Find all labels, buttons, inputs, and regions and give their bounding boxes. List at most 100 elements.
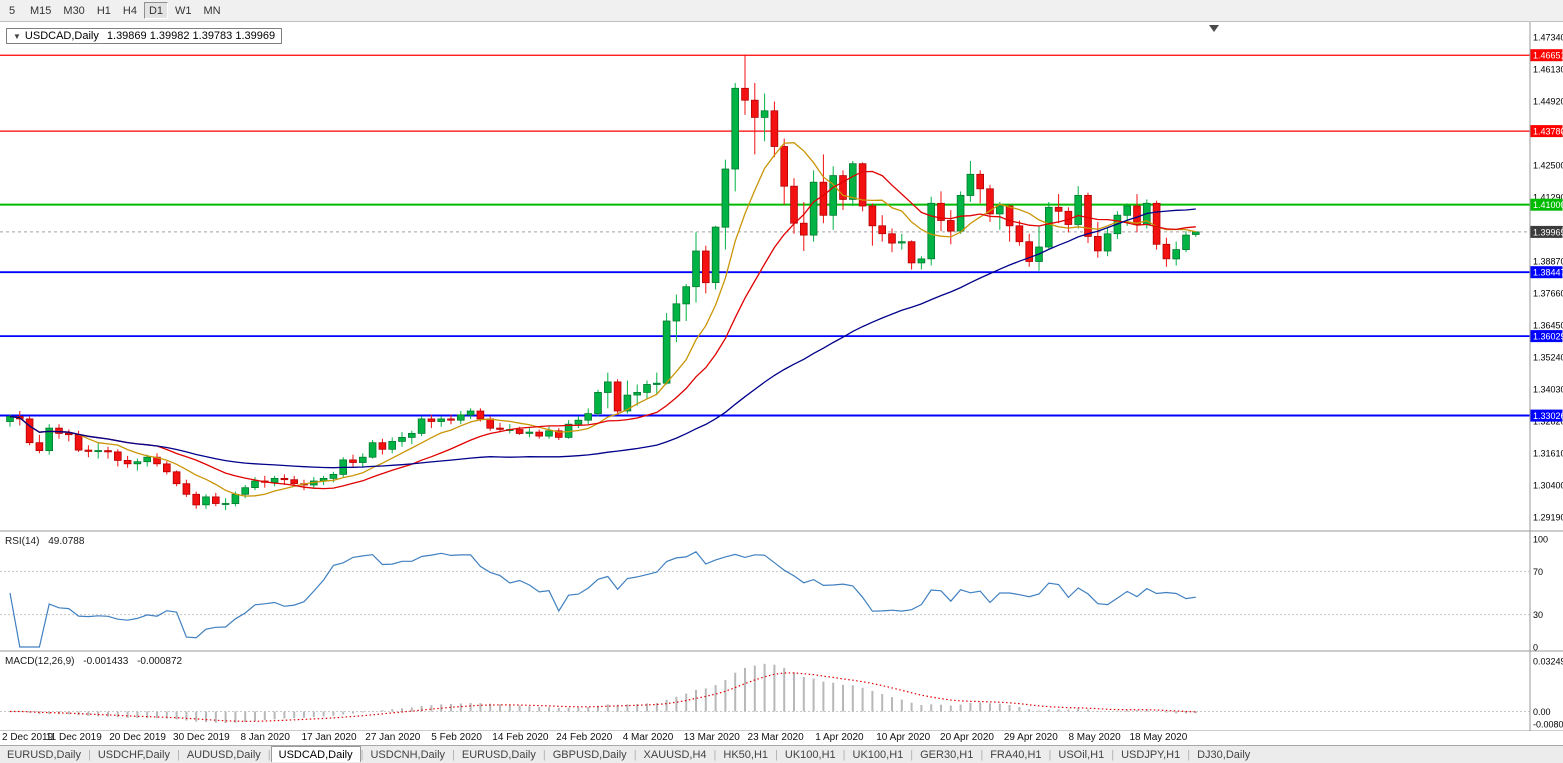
macd-main-value: -0.001433 <box>83 656 129 667</box>
svg-text:1.38870: 1.38870 <box>1533 257 1563 267</box>
tab-ger30-h1[interactable]: GER30,H1 <box>920 748 974 761</box>
tab-uk100-h1[interactable]: UK100,H1 <box>852 748 904 761</box>
horizontal-lines-layer[interactable] <box>0 54 1530 417</box>
tab-eurusd-daily[interactable]: EURUSD,Daily <box>7 748 81 761</box>
chart-canvas[interactable]: 1.473401.461301.449201.437101.425001.412… <box>0 22 1563 731</box>
tab-usoil-h1[interactable]: USOil,H1 <box>1058 748 1105 761</box>
time-axis-label: 5 Feb 2020 <box>431 732 482 743</box>
time-axis-label: 1 Apr 2020 <box>815 732 864 743</box>
time-axis-label: 17 Jan 2020 <box>301 732 357 743</box>
time-axis-label: 30 Dec 2019 <box>173 732 230 743</box>
price-line-label <box>1530 330 1563 343</box>
tab-hk50-h1[interactable]: HK50,H1 <box>723 748 769 761</box>
macd-signal-value: -0.000872 <box>137 656 183 667</box>
tab-separator: | <box>633 748 637 761</box>
svg-text:1.29190: 1.29190 <box>1533 513 1563 523</box>
svg-text:1.37660: 1.37660 <box>1533 289 1563 299</box>
price-line-label <box>1530 266 1563 279</box>
tab-separator: | <box>775 748 778 761</box>
svg-text:-0.00808: -0.00808 <box>1533 720 1563 730</box>
indicators-layer <box>0 551 1530 723</box>
time-axis-label: 14 Feb 2020 <box>492 732 549 743</box>
tab-audusd-daily[interactable]: AUDUSD,Daily <box>186 748 261 761</box>
tab-eurusd-daily[interactable]: EURUSD,Daily <box>461 748 536 761</box>
axis-price-boxes: 1.46651 1.43780 1.41000 1.38447 1.36029 1.330… <box>1530 49 1563 422</box>
svg-text:1.41290: 1.41290 <box>1533 193 1563 203</box>
tab-separator: | <box>176 748 180 761</box>
timeframe-w1[interactable]: W1 <box>175 4 192 17</box>
rsi-line <box>9 551 1196 648</box>
pane-separators[interactable] <box>0 22 1563 731</box>
timeframe-m15[interactable]: M15 <box>30 4 52 17</box>
svg-text:1.34030: 1.34030 <box>1533 385 1563 395</box>
svg-text:1.35240: 1.35240 <box>1533 353 1563 363</box>
tab-usdcad-daily[interactable]: USDCAD,Daily <box>270 746 361 762</box>
svg-text:1.44920: 1.44920 <box>1533 96 1563 106</box>
tab-fra40-h1[interactable]: FRA40,H1 <box>990 748 1042 761</box>
tab-separator: | <box>1187 748 1191 761</box>
svg-text:1.46651: 1.46651 <box>1533 51 1563 61</box>
tab-separator: | <box>267 748 271 761</box>
timeframe-h4[interactable]: H4 <box>122 4 137 17</box>
svg-text:1.31610: 1.31610 <box>1533 449 1563 459</box>
time-axis-label: 8 May 2020 <box>1068 732 1121 743</box>
svg-text:1.36450: 1.36450 <box>1533 321 1563 331</box>
tab-uk100-h1[interactable]: UK100,H1 <box>784 748 836 761</box>
svg-text:1.43780: 1.43780 <box>1533 127 1563 137</box>
timeframe-5[interactable]: 5 <box>8 4 16 17</box>
time-axis[interactable]: 2 Dec 2019 11 Dec 2019 20 Dec 2019 30 Dec 2… <box>0 731 1530 745</box>
macd-indicator-label: MACD(12,26,9) -0.001433 -0.000872 <box>5 656 188 667</box>
svg-text:0.032493: 0.032493 <box>1533 657 1563 667</box>
tab-usdcnh-daily[interactable]: USDCNH,Daily <box>370 748 446 761</box>
price-line-label <box>1530 198 1563 211</box>
time-axis-label: 20 Apr 2020 <box>940 732 994 743</box>
tab-xauusd-h4[interactable]: XAUUSD,H4 <box>643 748 707 761</box>
chart-symbol-label: USDCAD,Daily <box>24 30 99 42</box>
timeframe-m30[interactable]: M30 <box>63 4 85 17</box>
chart-title-box: ▼ USDCAD,Daily 1.39869 1.39982 1.39783 1… <box>6 28 283 44</box>
tab-usdchf-daily[interactable]: USDCHF,Daily <box>97 748 170 761</box>
ma-8-line <box>9 142 1196 497</box>
svg-text:1.36029: 1.36029 <box>1533 332 1563 342</box>
time-axis-label: 2 Dec 2019 <box>2 732 54 743</box>
svg-text:1.33026: 1.33026 <box>1533 411 1563 421</box>
tab-separator: | <box>452 748 455 761</box>
svg-text:1.39969: 1.39969 <box>1533 227 1563 237</box>
svg-text:0.00: 0.00 <box>1533 707 1551 717</box>
price-line-label <box>1530 125 1563 138</box>
tab-separator: | <box>842 748 846 761</box>
tab-separator: | <box>980 748 984 761</box>
tab-separator: | <box>713 748 717 761</box>
rsi-indicator-label: RSI(14) 49.0788 <box>5 536 90 547</box>
tab-gbpusd-daily[interactable]: GBPUSD,Daily <box>552 748 627 761</box>
tab-separator: | <box>87 748 91 761</box>
time-axis-label: 27 Jan 2020 <box>365 732 421 743</box>
candles-layer <box>6 54 1200 511</box>
tab-dj30-daily[interactable]: DJ30,Daily <box>1197 748 1251 761</box>
timeframe-toolbar: 5 M15 M30 H1 H4 D1 W1 MN <box>0 0 1563 22</box>
time-axis-label: 29 Apr 2020 <box>1003 732 1058 743</box>
chart-shift-marker[interactable] <box>1209 25 1219 32</box>
tab-separator: | <box>360 748 364 761</box>
svg-text:1.42500: 1.42500 <box>1533 160 1563 170</box>
time-axis-label: 23 Mar 2020 <box>747 732 804 743</box>
tab-usdjpy-h1[interactable]: USDJPY,H1 <box>1121 748 1181 761</box>
time-axis-label: 13 Mar 2020 <box>683 732 740 743</box>
time-axis-label: 20 Dec 2019 <box>109 732 166 743</box>
svg-text:1.47340: 1.47340 <box>1533 32 1563 42</box>
time-axis-label: 10 Apr 2020 <box>876 732 931 743</box>
time-axis-label: 8 Jan 2020 <box>240 732 290 743</box>
timeframe-h1[interactable]: H1 <box>96 4 111 17</box>
moving-averages-layer <box>9 142 1196 497</box>
price-line-label <box>1530 225 1563 238</box>
collapse-chart-icon[interactable]: ▼ <box>13 31 21 41</box>
macd-name: MACD(12,26,9) <box>5 656 75 667</box>
svg-text:1.30400: 1.30400 <box>1533 481 1563 491</box>
tab-separator: | <box>1048 748 1052 761</box>
svg-text:70: 70 <box>1533 567 1543 577</box>
timeframe-mn[interactable]: MN <box>203 4 221 17</box>
macd-signal-line <box>10 672 1196 722</box>
time-axis-label: 18 May 2020 <box>1129 732 1188 743</box>
svg-text:1.41000: 1.41000 <box>1533 200 1563 210</box>
timeframe-d1[interactable]: D1 <box>143 2 168 19</box>
